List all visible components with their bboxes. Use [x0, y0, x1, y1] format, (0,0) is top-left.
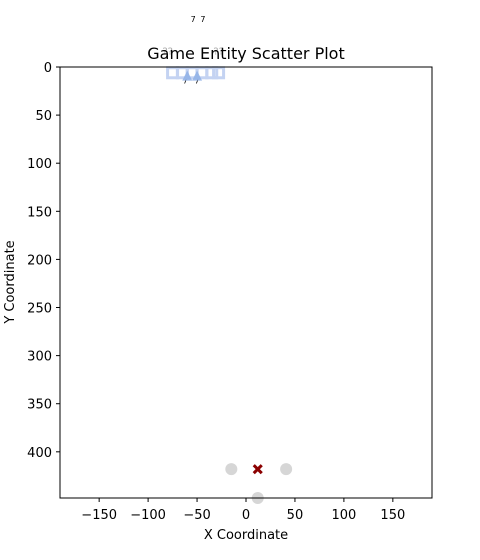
x-tick-label: 100: [331, 508, 356, 523]
annotation-label: ??: [162, 46, 173, 57]
circle-marker: [225, 463, 238, 476]
x-tick-label: −50: [183, 508, 210, 523]
square-marker: [205, 66, 219, 80]
y-tick-label: 0: [44, 61, 52, 76]
x-tick-label: −100: [130, 508, 166, 523]
y-tick-label: 150: [27, 205, 52, 220]
x-tick-label: 150: [380, 508, 405, 523]
x-tick-label: 0: [242, 508, 250, 523]
annotation-layer: 7 77 7????: [162, 15, 224, 86]
x-axis-label: X Coordinate: [204, 528, 288, 543]
annotation-label: 7: [200, 15, 205, 24]
triangle-marker: [182, 70, 193, 81]
square-marker: [212, 66, 226, 80]
y-axis: 0 50 100 150 200 250 300 350 400: [27, 61, 60, 461]
plot-area-frame: [59, 66, 433, 499]
x-axis: −150 −100 −50 0 50 100 150: [81, 498, 405, 523]
x-tick-label: 50: [287, 508, 304, 523]
triangle-marker: [192, 70, 203, 81]
y-tick-label: 300: [27, 350, 52, 365]
circle-marker: [280, 463, 293, 476]
x-marker: [252, 464, 263, 475]
x-tick-label: −150: [81, 508, 117, 523]
y-tick-label: 400: [27, 446, 52, 461]
annotation-label: ??: [213, 46, 224, 57]
y-tick-label: 100: [27, 157, 52, 172]
chart-title: Game Entity Scatter Plot: [147, 44, 344, 63]
y-tick-label: 350: [27, 398, 52, 413]
annotation-label: 7: [183, 76, 188, 85]
y-tick-label: 50: [35, 109, 52, 124]
plot-markers: [166, 66, 293, 504]
y-tick-label: 250: [27, 302, 52, 317]
y-tick-label: 200: [27, 253, 52, 268]
annotation-label: 7: [195, 76, 200, 85]
y-axis-label: Y Coordinate: [3, 240, 18, 324]
annotation-label: 7: [191, 15, 196, 24]
